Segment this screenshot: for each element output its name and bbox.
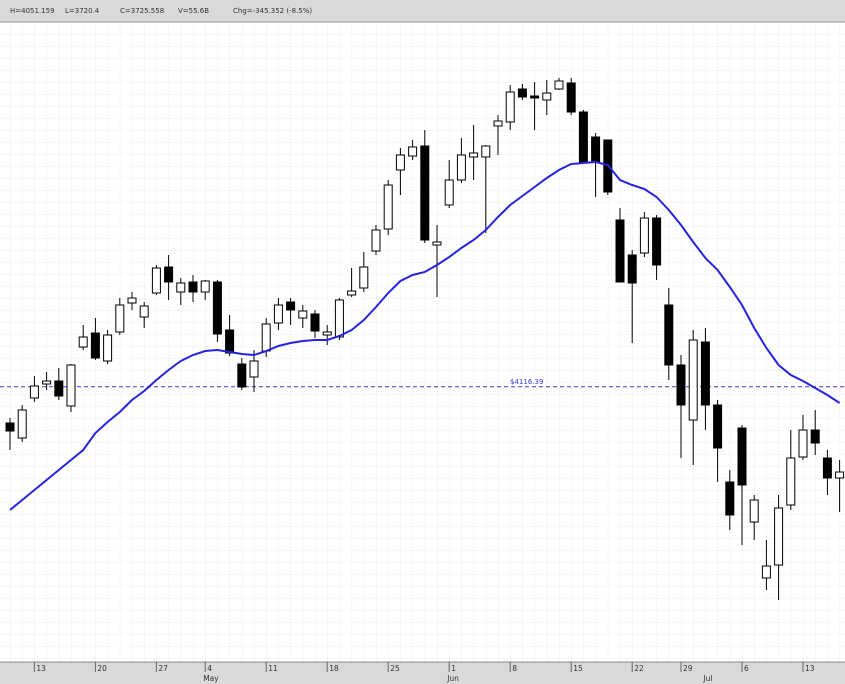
candle-body <box>432 241 442 246</box>
candle-body <box>810 429 820 444</box>
x-tick-label: 15 <box>573 664 583 673</box>
x-tick-label: 6 <box>744 664 749 673</box>
header-stat: L=3720.4 <box>65 7 100 15</box>
candle-body <box>66 364 76 407</box>
candle-body <box>835 471 845 479</box>
reference-label: $4116.39 <box>510 378 543 386</box>
candle-body <box>798 429 808 458</box>
candle-body <box>652 217 662 266</box>
header-stat: C=3725.558 <box>120 7 164 15</box>
candle-body <box>627 254 637 284</box>
candle-body <box>188 281 198 293</box>
candle-body <box>578 111 588 163</box>
candle-body <box>359 266 369 289</box>
candle-body <box>761 565 771 579</box>
candle-body <box>273 304 283 324</box>
moving-average <box>9 160 841 511</box>
candle-body <box>103 334 113 362</box>
header-stat: H=4051.159 <box>10 7 55 15</box>
candle-body <box>481 145 491 158</box>
candle-body <box>347 290 357 296</box>
candle-body <box>42 380 52 385</box>
x-tick-label: 25 <box>390 664 400 673</box>
candle-body <box>200 280 210 293</box>
candle-body <box>90 332 100 359</box>
candle-body <box>566 82 576 113</box>
x-tick-label: 13 <box>36 664 46 673</box>
candle-body <box>54 380 64 397</box>
candle-body <box>127 297 137 304</box>
header-bar <box>0 0 845 22</box>
candle-body <box>505 91 515 123</box>
candle-body <box>139 305 149 318</box>
candle-body <box>676 364 686 406</box>
header-stat: V=55.6B <box>178 7 209 15</box>
x-tick-label: 1 <box>451 664 456 673</box>
candle-body <box>517 88 527 98</box>
candle-body <box>420 145 430 241</box>
x-tick-label: 4 <box>207 664 212 673</box>
candle-body <box>408 146 418 157</box>
candle-body <box>774 507 784 566</box>
candle-body <box>554 80 564 90</box>
x-tick-label: 27 <box>158 664 168 673</box>
candle-body <box>725 481 735 516</box>
candle-body <box>700 341 710 406</box>
month-label: May <box>203 674 219 683</box>
candle-body <box>688 339 698 421</box>
candle-body <box>298 310 308 319</box>
candle-body <box>261 323 271 352</box>
candle-body <box>286 301 296 311</box>
candle-body <box>749 499 759 523</box>
candle-body <box>444 179 454 206</box>
x-tick-label: 29 <box>683 664 693 673</box>
candle-body <box>822 457 832 479</box>
candle-body <box>176 282 186 293</box>
candle-body <box>29 385 39 399</box>
candle-body <box>542 92 552 101</box>
x-axis-bar <box>0 662 845 684</box>
candle-body <box>786 457 796 506</box>
candle-body <box>164 266 174 283</box>
candle-body <box>249 360 259 378</box>
x-tick-label: 13 <box>805 664 815 673</box>
month-label: Jul <box>702 674 712 683</box>
x-tick-label: 8 <box>512 664 517 673</box>
candle-body <box>383 184 393 230</box>
x-tick-label: 20 <box>97 664 107 673</box>
candle-body <box>371 229 381 252</box>
x-tick-label: 18 <box>329 664 339 673</box>
candle-body <box>639 217 649 254</box>
candle-body <box>115 304 125 333</box>
candle-body <box>17 409 27 439</box>
candle-body <box>591 136 601 163</box>
candle-body <box>456 154 466 181</box>
candle-body <box>212 281 222 335</box>
candle-body <box>334 299 344 338</box>
candle-body <box>664 304 674 366</box>
candle-body <box>737 427 747 486</box>
candle-body <box>225 329 235 354</box>
candle-body <box>310 313 320 332</box>
candle-body <box>395 154 405 171</box>
x-tick-label: 22 <box>634 664 644 673</box>
candle-body <box>493 120 503 127</box>
candle-body <box>237 363 247 388</box>
candle-body <box>322 331 332 336</box>
header-stat: Chg=-345.352 (-8.5%) <box>233 7 312 15</box>
plot-background <box>0 23 845 662</box>
candle-body <box>713 404 723 449</box>
x-tick-label: 11 <box>268 664 278 673</box>
month-label: Jun <box>446 674 459 683</box>
candle-body <box>5 422 15 432</box>
candle-body <box>530 95 540 99</box>
candle-body <box>151 267 161 294</box>
candle-body <box>615 219 625 283</box>
candle-body <box>469 152 479 158</box>
candle-body <box>78 336 88 348</box>
